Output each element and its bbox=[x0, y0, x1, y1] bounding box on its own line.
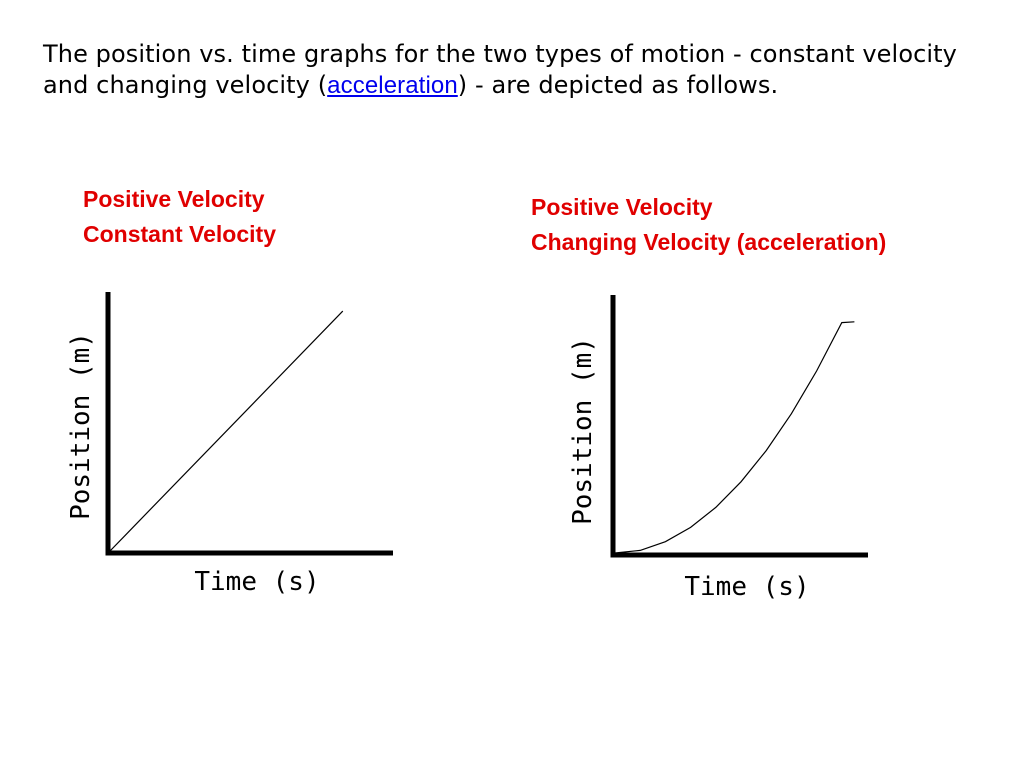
acceleration-link[interactable]: acceleration bbox=[327, 72, 458, 99]
intro-paragraph: The position vs. time graphs for the two… bbox=[43, 39, 983, 101]
x-axis-label: Time (s) bbox=[194, 567, 319, 597]
chart-title-line: Changing Velocity (acceleration) bbox=[531, 229, 887, 255]
position-series-line bbox=[109, 310, 344, 552]
y-axis-label: Position (m) bbox=[568, 337, 598, 525]
intro-text-before: The position vs. time graphs for the two… bbox=[43, 40, 957, 99]
position-time-chart-constant: Time (s) Position (m) bbox=[66, 292, 393, 597]
y-axis-label: Position (m) bbox=[66, 332, 96, 520]
chart-title-line: Positive Velocity bbox=[83, 186, 265, 212]
chart-title-constant-velocity: Positive Velocity Constant Velocity bbox=[83, 182, 276, 252]
position-series-line bbox=[614, 321, 855, 554]
intro-text-after: ) - are depicted as follows. bbox=[457, 71, 779, 99]
chart-title-line: Positive Velocity bbox=[531, 194, 713, 220]
chart-title-line: Constant Velocity bbox=[83, 221, 276, 247]
position-time-chart-accelerating: Time (s) Position (m) bbox=[568, 295, 868, 602]
x-axis-label: Time (s) bbox=[684, 572, 809, 602]
chart-title-changing-velocity: Positive Velocity Changing Velocity (acc… bbox=[531, 190, 886, 260]
